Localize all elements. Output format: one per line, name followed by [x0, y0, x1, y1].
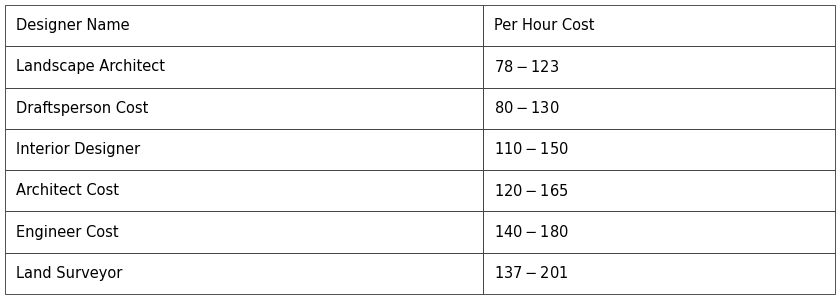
- Text: Architect Cost: Architect Cost: [16, 183, 118, 198]
- Bar: [483, 253, 835, 294]
- Text: $137-$201: $137-$201: [494, 265, 568, 281]
- Text: Per Hour Cost: Per Hour Cost: [494, 18, 595, 33]
- Text: Land Surveyor: Land Surveyor: [16, 266, 122, 281]
- Text: Draftsperson Cost: Draftsperson Cost: [16, 101, 148, 116]
- Bar: [483, 170, 835, 211]
- Text: Interior Designer: Interior Designer: [16, 142, 140, 157]
- Bar: [5, 253, 483, 294]
- Text: Designer Name: Designer Name: [16, 18, 129, 33]
- Bar: [5, 88, 483, 129]
- Bar: [5, 46, 483, 88]
- Text: $140-$180: $140-$180: [494, 224, 569, 240]
- Text: $110-$150: $110-$150: [494, 141, 569, 158]
- Text: Engineer Cost: Engineer Cost: [16, 225, 118, 239]
- Text: $80-$130: $80-$130: [494, 100, 559, 116]
- Bar: [5, 170, 483, 211]
- Bar: [5, 5, 483, 46]
- Text: $78-$123: $78-$123: [494, 59, 559, 75]
- Bar: [483, 5, 835, 46]
- Bar: [483, 46, 835, 88]
- Bar: [483, 88, 835, 129]
- Bar: [483, 211, 835, 253]
- Text: Landscape Architect: Landscape Architect: [16, 60, 165, 74]
- Bar: [5, 129, 483, 170]
- Text: $120-$165: $120-$165: [494, 183, 569, 199]
- Bar: [5, 211, 483, 253]
- Bar: [483, 129, 835, 170]
